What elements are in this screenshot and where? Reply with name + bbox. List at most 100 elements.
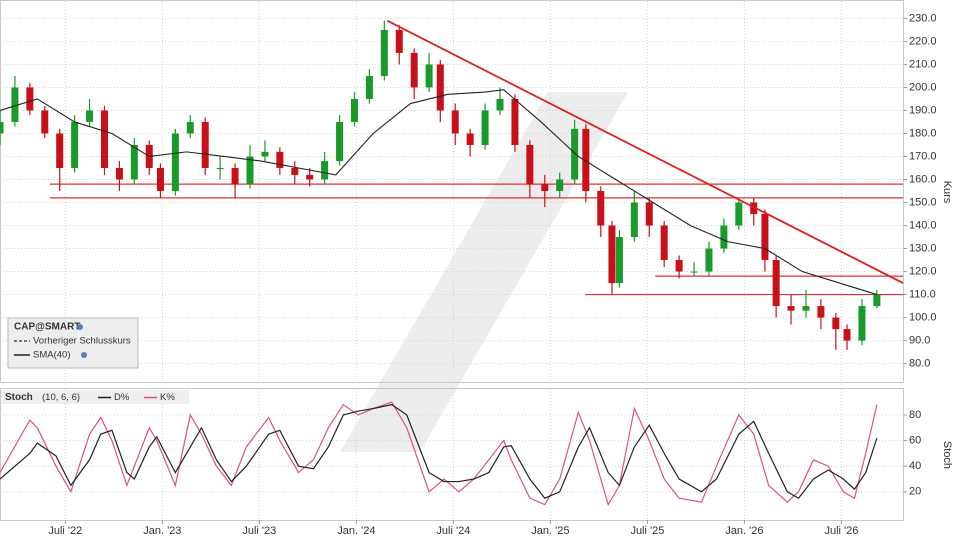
candle-body: [645, 202, 653, 226]
y-tick-label: 220.0: [909, 35, 937, 47]
stoch-header: Stoch (10, 6, 6) D% K%: [1, 390, 189, 404]
candle-body: [481, 110, 489, 145]
candle-body: [26, 87, 34, 111]
y-tick-label: 190.0: [909, 104, 937, 116]
y-tick-label: 210.0: [909, 58, 937, 70]
candle-body: [41, 110, 49, 134]
legend-title: CAP@SMART: [14, 322, 80, 333]
y-tick-label: 90.0: [909, 334, 930, 346]
candle-body: [582, 128, 590, 191]
candle-body: [735, 202, 743, 226]
y-tick-label: 80: [909, 409, 921, 421]
candle-body: [541, 184, 549, 191]
y-tick-label: 130.0: [909, 242, 937, 254]
candle-body: [246, 156, 254, 185]
candle-body: [186, 121, 194, 134]
x-tick-label: Juli '25: [630, 525, 664, 537]
candle-body: [817, 306, 825, 318]
candle-body: [171, 133, 179, 191]
candle-body: [436, 64, 444, 111]
candle-body: [321, 161, 329, 180]
candle-body: [608, 225, 616, 284]
candle-body: [410, 52, 418, 88]
x-tick-label: Jan. '26: [725, 525, 763, 537]
candle-body: [556, 179, 564, 191]
y-tick-label: 100.0: [909, 311, 937, 323]
candle-body: [231, 167, 239, 185]
y-tick-label: 40: [909, 460, 921, 472]
y-tick-label: 110.0: [909, 288, 936, 300]
candle-body: [100, 110, 108, 168]
candle-body: [858, 306, 866, 341]
candle-body: [597, 191, 605, 226]
x-tick-label: Juli '24: [436, 525, 470, 537]
candle-body: [156, 167, 164, 191]
candle-body: [660, 225, 668, 261]
price-layer: 230.0 220.0 210.0 200.0 190.0 180.0 170.0 160.0…: [0, 1, 937, 382]
y-tick-label: 140.0: [909, 219, 937, 231]
candle-body: [615, 237, 623, 284]
candle-body: [365, 75, 373, 99]
candle-body: [291, 167, 299, 175]
candle-body: [86, 110, 94, 122]
candle-body: [451, 110, 459, 134]
candle-body: [395, 29, 403, 53]
candle-body: [873, 294, 881, 307]
legend-icon: [77, 324, 83, 330]
y-axis-title: Kurs: [941, 181, 953, 204]
legend-label: D%: [114, 392, 130, 403]
candle-body: [832, 317, 840, 330]
candle-body: [336, 121, 344, 162]
stoch-frame: [0, 388, 904, 521]
candle-body: [71, 121, 79, 168]
price-frame: [0, 0, 904, 383]
stoch-line: [0, 401, 878, 507]
candle-body: [843, 329, 851, 341]
x-tick-label: Juli '23: [242, 525, 276, 537]
candle-body: [802, 306, 810, 311]
candle-body: [306, 174, 314, 180]
candle-body: [571, 128, 579, 180]
y-tick-label: 80.0: [909, 357, 930, 369]
y-axis-title: Stoch: [941, 441, 953, 469]
candle-body: [720, 225, 728, 249]
x-tick-label: Juli '26: [824, 525, 858, 537]
x-tick-label: Jan. '25: [531, 525, 569, 537]
candle-body: [705, 248, 713, 272]
x-tick-label: Jan. '24: [337, 525, 375, 537]
y-tick-label: 230.0: [909, 12, 937, 24]
stoch-header-box: [1, 390, 189, 404]
trend-line: [386, 19, 904, 284]
candle-body: [772, 260, 780, 307]
legend-box: [7, 317, 139, 369]
legend-label: K%: [160, 392, 175, 403]
candle-body: [466, 133, 474, 145]
candle-body: [761, 214, 769, 261]
y-tick-label: 160.0: [909, 173, 937, 185]
y-tick-label: 180.0: [909, 127, 937, 139]
stoch-layer: 20 40 60 80: [0, 389, 921, 520]
candle-body: [216, 167, 224, 169]
candle-body: [115, 167, 123, 180]
candle-body: [380, 29, 388, 76]
legend: CAP@SMART Vorheriger Schlusskurs SMA(40): [7, 317, 139, 369]
candle-body: [750, 202, 758, 215]
y-tick-label: 200.0: [909, 81, 937, 93]
candle-body: [11, 87, 19, 122]
y-tick-label: 120.0: [909, 265, 937, 277]
legend-icon: [81, 352, 87, 358]
candle-body: [276, 151, 284, 168]
stoch-title: Stoch: [5, 392, 33, 403]
candle-body: [201, 121, 209, 168]
candle-body: [787, 306, 795, 311]
candle-body: [496, 98, 504, 111]
candle-body: [675, 260, 683, 272]
candle-body: [630, 202, 638, 238]
y-tick-label: 20: [909, 486, 921, 498]
candle-body: [261, 151, 269, 157]
candle-body: [56, 133, 64, 168]
candle-body: [690, 271, 698, 273]
stoch-params: (10, 6, 6): [42, 392, 80, 403]
